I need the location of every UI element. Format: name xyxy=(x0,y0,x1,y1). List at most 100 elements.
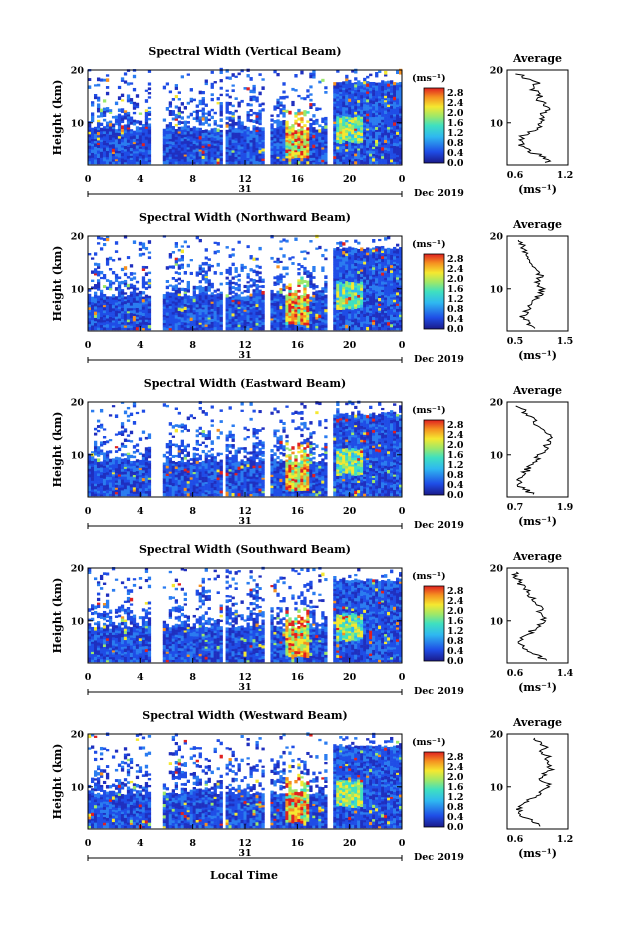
colorbar-tick-label: 2.4 xyxy=(447,430,464,441)
date-label: Dec 2019 xyxy=(414,520,464,531)
x-tick-label: 20 xyxy=(343,340,357,351)
colorbar-tick-label: 0.4 xyxy=(447,646,464,657)
average-profile-line xyxy=(517,239,547,329)
x-tick-label: 8 xyxy=(189,340,196,351)
average-y-tick-label: 10 xyxy=(490,616,504,627)
colorbar-tick-label: 0.8 xyxy=(447,304,464,315)
x-tick-label: 20 xyxy=(343,174,357,185)
colorbar-tick-label: 0.4 xyxy=(447,148,464,159)
colorbar xyxy=(423,751,445,828)
colorbar-tick-label: 0.8 xyxy=(447,138,464,149)
average-frame xyxy=(506,733,569,830)
y-tick-label: 20 xyxy=(71,232,85,243)
x-tick-label: 8 xyxy=(189,174,196,185)
x-tick-label: 12 xyxy=(238,506,251,517)
y-axis-label: Height (km) xyxy=(51,412,64,488)
x-tick-label: 20 xyxy=(343,506,357,517)
colorbar-tick-label: 0.4 xyxy=(447,314,464,325)
colorbar-tick-label: 1.2 xyxy=(447,792,464,803)
average-x-axis-label: (ms⁻¹) xyxy=(518,183,557,196)
average-profile-line xyxy=(515,405,554,495)
x-tick-label: 16 xyxy=(291,838,305,849)
average-x-tick-label: 1.4 xyxy=(557,668,574,679)
average-y-tick-label: 20 xyxy=(490,66,504,77)
average-x-tick-label: 1.2 xyxy=(557,170,574,181)
colorbar-tick-label: 1.6 xyxy=(447,118,464,129)
y-tick-label: 20 xyxy=(71,564,85,575)
colorbar-tick-label: 2.8 xyxy=(447,254,464,265)
x-tick-label: 16 xyxy=(291,340,305,351)
average-y-tick-label: 10 xyxy=(490,450,504,461)
colorbar-tick-label: 0.0 xyxy=(447,158,464,169)
colorbar-tick-label: 0.0 xyxy=(447,324,464,335)
colorbar-tick-label: 0.8 xyxy=(447,802,464,813)
colorbar-tick-label: 2.8 xyxy=(447,420,464,431)
average-x-axis-label: (ms⁻¹) xyxy=(518,349,557,362)
colorbar-unit: (ms⁻¹) xyxy=(412,737,446,748)
average-y-tick-label: 20 xyxy=(490,232,504,243)
heatmap-cells xyxy=(88,732,403,829)
heatmap-cells xyxy=(88,67,403,165)
colorbar xyxy=(423,253,445,330)
average-x-tick-label: 0.5 xyxy=(507,336,524,347)
x-tick-label: 4 xyxy=(137,506,144,517)
x-tick-label: 0 xyxy=(85,340,92,351)
panel-title: Spectral Width (Northward Beam) xyxy=(139,211,351,224)
y-axis-label: Height (km) xyxy=(51,578,64,654)
average-title: Average xyxy=(512,384,562,397)
x-tick-label: 0 xyxy=(85,838,92,849)
panel-title: Spectral Width (Eastward Beam) xyxy=(144,377,346,390)
colorbar-tick-label: 0.0 xyxy=(447,822,464,833)
average-y-tick-label: 20 xyxy=(490,398,504,409)
colorbar-tick-label: 1.2 xyxy=(447,294,464,305)
panel-4: Spectral Width (Southward Beam) 10 20 Heigh… xyxy=(51,543,574,697)
average-profile-line xyxy=(515,737,556,827)
x-tick-label: 0 xyxy=(399,174,406,185)
colorbar-unit: (ms⁻¹) xyxy=(412,571,446,582)
y-axis-label: Height (km) xyxy=(51,744,64,820)
average-title: Average xyxy=(512,218,562,231)
colorbar-tick-label: 2.0 xyxy=(447,772,464,783)
colorbar-unit: (ms⁻¹) xyxy=(412,239,446,250)
average-title: Average xyxy=(512,716,562,729)
date-day: 31 xyxy=(238,184,251,195)
panel-title: Spectral Width (Southward Beam) xyxy=(139,543,351,556)
colorbar-tick-label: 0.4 xyxy=(447,812,464,823)
x-tick-label: 0 xyxy=(85,174,92,185)
y-axis-label: Height (km) xyxy=(51,80,64,156)
colorbar-tick-label: 0.8 xyxy=(447,636,464,647)
x-tick-label: 16 xyxy=(291,672,305,683)
heatmap-cells xyxy=(88,234,403,331)
panel-title: Spectral Width (Westward Beam) xyxy=(142,709,347,722)
x-tick-label: 0 xyxy=(399,506,406,517)
colorbar xyxy=(423,419,445,496)
average-title: Average xyxy=(512,550,562,563)
colorbar-tick-label: 2.0 xyxy=(447,440,464,451)
panel-1: Spectral Width (Vertical Beam) 10 20 Height… xyxy=(51,45,573,199)
x-tick-label: 12 xyxy=(238,838,251,849)
y-axis-label: Height (km) xyxy=(51,246,64,322)
x-tick-label: 0 xyxy=(399,672,406,683)
colorbar-tick-label: 2.0 xyxy=(447,108,464,119)
average-title: Average xyxy=(512,52,562,65)
colorbar-tick-label: 1.6 xyxy=(447,284,464,295)
y-tick-label: 10 xyxy=(71,616,85,627)
x-tick-label: 4 xyxy=(137,672,144,683)
average-frame xyxy=(506,401,569,498)
average-profile-line xyxy=(515,73,552,163)
y-tick-label: 10 xyxy=(71,118,85,129)
heatmap-cells xyxy=(88,400,403,497)
date-day: 31 xyxy=(238,682,251,693)
x-tick-label: 4 xyxy=(137,838,144,849)
x-tick-label: 0 xyxy=(85,506,92,517)
date-day: 31 xyxy=(238,350,251,361)
average-y-tick-label: 20 xyxy=(490,564,504,575)
average-x-axis-label: (ms⁻¹) xyxy=(518,681,557,694)
x-tick-label: 20 xyxy=(343,838,357,849)
colorbar-tick-label: 2.4 xyxy=(447,98,464,109)
average-x-tick-label: 1.9 xyxy=(557,502,574,513)
average-y-tick-label: 10 xyxy=(490,118,504,129)
colorbar-tick-label: 0.0 xyxy=(447,490,464,501)
colorbar-tick-label: 2.8 xyxy=(447,586,464,597)
